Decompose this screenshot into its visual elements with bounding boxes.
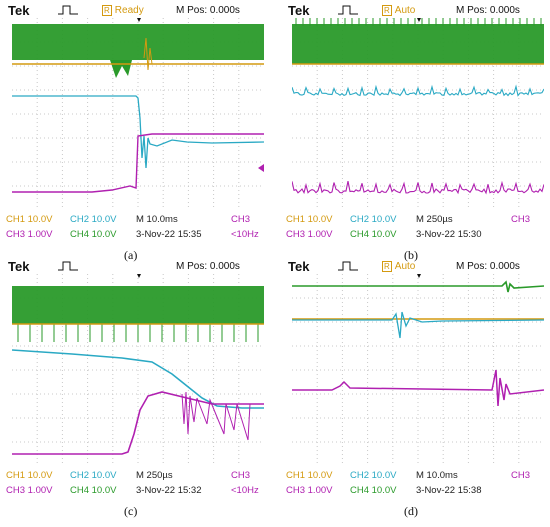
trigger-source: CH3 [231,214,251,225]
ch3-scale: CH3 1.00V [6,229,53,240]
datetime: 3-Nov-22 15:35 [136,229,202,240]
timebase: M 250µs [416,214,453,225]
scope-header: Tek R Auto M Pos: 0.000s [284,258,546,278]
ch1-scale: CH1 10.0V [286,214,333,225]
waveform-display[interactable]: 4 3 [292,18,544,210]
ch4-scale: CH4 10.0V [350,229,397,240]
run-state-icon: R [102,5,112,16]
ch3-trace [292,369,544,407]
trigger-arrow-icon [417,18,421,22]
trigger-source: CH3 [231,470,251,481]
ch4-trace [12,24,264,60]
ch1-scale: CH1 10.0V [286,470,333,481]
scope-header: Tek M Pos: 0.000s [4,258,266,278]
panel-caption: (a) [124,248,138,262]
ch2-trace [292,84,544,97]
brand-label: Tek [288,259,310,274]
pulse-icon [58,261,78,271]
timebase: M 10.0ms [416,470,458,481]
pulse-icon [58,5,78,15]
acquisition-status: R Auto [382,261,416,272]
horizontal-position: M Pos: 0.000s [176,5,240,16]
ch2-scale: CH2 10.0V [350,214,397,225]
trigger-frequency: <10Hz [231,485,259,496]
datetime: 3-Nov-22 15:30 [416,229,482,240]
ch4-trace [292,24,544,64]
datetime: 3-Nov-22 15:32 [136,485,202,496]
ch3-scale: CH3 1.00V [286,229,333,240]
run-state-icon: R [382,261,392,272]
horizontal-position: M Pos: 0.000s [456,5,520,16]
ch3-trigger-level-marker [258,164,264,172]
ch1-spike [143,37,153,71]
scope-header: Tek R Auto M Pos: 0.000s [284,2,546,22]
trigger-frequency: <10Hz [231,229,259,240]
ch4-switching-spikes [17,324,259,342]
panel-caption: (c) [124,504,138,518]
trigger-arrow-icon [137,18,141,22]
trace-line [292,180,544,195]
datetime: 3-Nov-22 15:38 [416,485,482,496]
waveform-display[interactable]: 4 2 3 [292,274,544,466]
pulse-icon [338,5,358,15]
channel-readout: CH1 10.0V CH2 10.0V M 10.0ms CH3 CH3 1.0… [4,212,266,246]
ch4-switching-spikes [295,18,542,26]
scope-panel-c: Tek M Pos: 0.000s 4 2 3 CH1 10.0V CH2 10… [4,258,266,518]
ch2-scale: CH2 10.0V [70,214,117,225]
ch3-trace [12,133,264,193]
horizontal-position: M Pos: 0.000s [456,261,520,272]
panel-caption: (d) [404,504,418,518]
ch2-scale: CH2 10.0V [350,470,397,481]
ch2-trace [292,311,544,339]
ch4-trace [292,280,544,293]
pulse-icon [338,261,358,271]
trigger-source: CH3 [511,470,531,481]
ch4-scale: CH4 10.0V [70,229,117,240]
timebase: M 250µs [136,470,173,481]
panel-caption: (b) [404,248,418,262]
ch2-scale: CH2 10.0V [70,470,117,481]
ch4-scale: CH4 10.0V [70,485,117,496]
brand-label: Tek [8,3,30,18]
channel-readout: CH1 10.0V CH2 10.0V M 10.0ms CH3 CH3 1.0… [284,468,546,502]
ch1-scale: CH1 10.0V [6,214,53,225]
trace-line [292,84,544,97]
run-state-icon: R [382,5,392,16]
channel-readout: CH1 10.0V CH2 10.0V M 250µs CH3 CH3 1.00… [4,468,266,502]
trigger-source: CH3 [511,214,531,225]
channel-readout: CH1 10.0V CH2 10.0V M 250µs CH3 CH3 1.00… [284,212,546,246]
ch4-trace [12,286,264,324]
acquisition-status: R Ready [102,5,144,16]
ch2-trace [12,349,264,409]
ch4-glitch [110,60,132,78]
brand-label: Tek [288,3,310,18]
ch2-trace [12,95,264,169]
ch3-trace [12,391,264,455]
graticule [292,274,544,466]
ch3-scale: CH3 1.00V [6,485,53,496]
trigger-arrow-icon [137,274,141,278]
ch4-scale: CH4 10.0V [350,485,397,496]
waveform-display[interactable]: 4 2 3 [12,274,264,466]
ch3-scale: CH3 1.00V [286,485,333,496]
waveform-display[interactable]: 4 2 3 [12,18,264,210]
ch3-trace [292,180,544,195]
ch1-scale: CH1 10.0V [6,470,53,481]
brand-label: Tek [8,259,30,274]
horizontal-position: M Pos: 0.000s [176,261,240,272]
timebase: M 10.0ms [136,214,178,225]
acquisition-status: R Auto [382,5,416,16]
ch3-ringing [181,391,251,441]
scope-header: Tek R Ready M Pos: 0.000s [4,2,266,22]
trigger-arrow-icon [417,274,421,278]
